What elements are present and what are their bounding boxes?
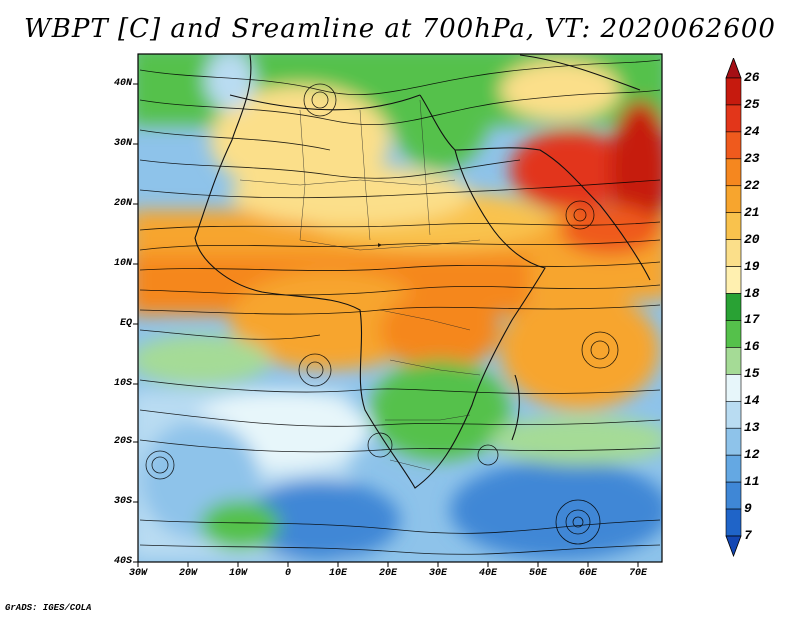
lon-label: 30W bbox=[128, 568, 147, 579]
colorbar-swatch bbox=[725, 454, 742, 483]
lat-label: 20N bbox=[113, 198, 132, 209]
colorbar-label: 16 bbox=[744, 339, 760, 355]
colorbar-swatch bbox=[725, 293, 742, 321]
map-title: WBPT [C] and Sreamline at 700hPa, VT: 20… bbox=[24, 14, 776, 44]
colorbar-swatch bbox=[725, 77, 742, 106]
colorbar-label: 7 bbox=[744, 528, 752, 543]
lon-label: 40E bbox=[478, 568, 497, 579]
colorbar-swatch bbox=[725, 131, 742, 160]
footer-credit: GrADS: IGES/COLA bbox=[5, 603, 92, 613]
colorbar-label: 12 bbox=[744, 447, 760, 463]
lon-label: 60E bbox=[578, 568, 597, 579]
lat-label: 10S bbox=[113, 378, 132, 389]
colorbar-swatch bbox=[725, 158, 742, 187]
lon-label: 50E bbox=[528, 568, 547, 579]
lon-label: 30E bbox=[428, 568, 447, 579]
colorbar-label: 19 bbox=[744, 258, 760, 274]
colorbar-label: 25 bbox=[744, 96, 760, 112]
lon-label: 10E bbox=[328, 568, 347, 579]
lon-label: 0 bbox=[284, 568, 291, 579]
colorbar-label: 14 bbox=[744, 393, 760, 409]
colorbar-swatch bbox=[725, 508, 742, 537]
lat-label: 40S bbox=[113, 556, 132, 567]
lat-label: 30N bbox=[113, 138, 132, 149]
lat-label: 40N bbox=[113, 78, 132, 89]
colorbar-label: 17 bbox=[744, 312, 760, 328]
lat-label: EQ bbox=[119, 318, 132, 329]
colorbar-swatch bbox=[725, 266, 742, 294]
colorbar-label: 9 bbox=[744, 501, 752, 517]
colorbar-swatch bbox=[725, 427, 742, 456]
colorbar-label: 15 bbox=[744, 366, 760, 382]
colorbar-top-triangle bbox=[725, 58, 742, 79]
lat-label: 10N bbox=[113, 258, 132, 269]
colorbar-label: 18 bbox=[744, 285, 760, 301]
colorbar bbox=[725, 58, 742, 558]
colorbar-swatch bbox=[725, 374, 742, 402]
lat-label: 20S bbox=[113, 436, 132, 447]
colorbar-label: 13 bbox=[744, 420, 760, 436]
colorbar-label: 22 bbox=[744, 177, 760, 193]
lon-label: 10W bbox=[228, 568, 247, 579]
colorbar-swatch bbox=[725, 185, 742, 214]
colorbar-swatch bbox=[725, 320, 742, 348]
colorbar-swatch bbox=[725, 239, 742, 267]
lon-label: 70E bbox=[628, 568, 647, 579]
colorbar-label: 11 bbox=[744, 474, 760, 490]
colorbar-swatch bbox=[725, 400, 742, 429]
coastlines bbox=[194, 54, 651, 489]
colorbar-swatch bbox=[725, 212, 742, 240]
colorbar-label: 24 bbox=[744, 123, 760, 139]
colorbar-swatch bbox=[725, 104, 742, 133]
lon-label: 20W bbox=[178, 568, 197, 579]
lat-label: 30S bbox=[113, 496, 132, 507]
axis-ticks bbox=[133, 83, 639, 567]
colorbar-swatch bbox=[725, 481, 742, 510]
colorbar-label: 26 bbox=[744, 70, 760, 85]
lon-label: 20E bbox=[378, 568, 397, 579]
colorbar-label: 20 bbox=[744, 231, 760, 247]
colorbar-label: 23 bbox=[744, 150, 760, 166]
temperature-field bbox=[138, 54, 662, 562]
colorbar-label: 21 bbox=[744, 204, 760, 220]
colorbar-bottom-triangle bbox=[725, 535, 742, 558]
colorbar-swatch bbox=[725, 347, 742, 375]
